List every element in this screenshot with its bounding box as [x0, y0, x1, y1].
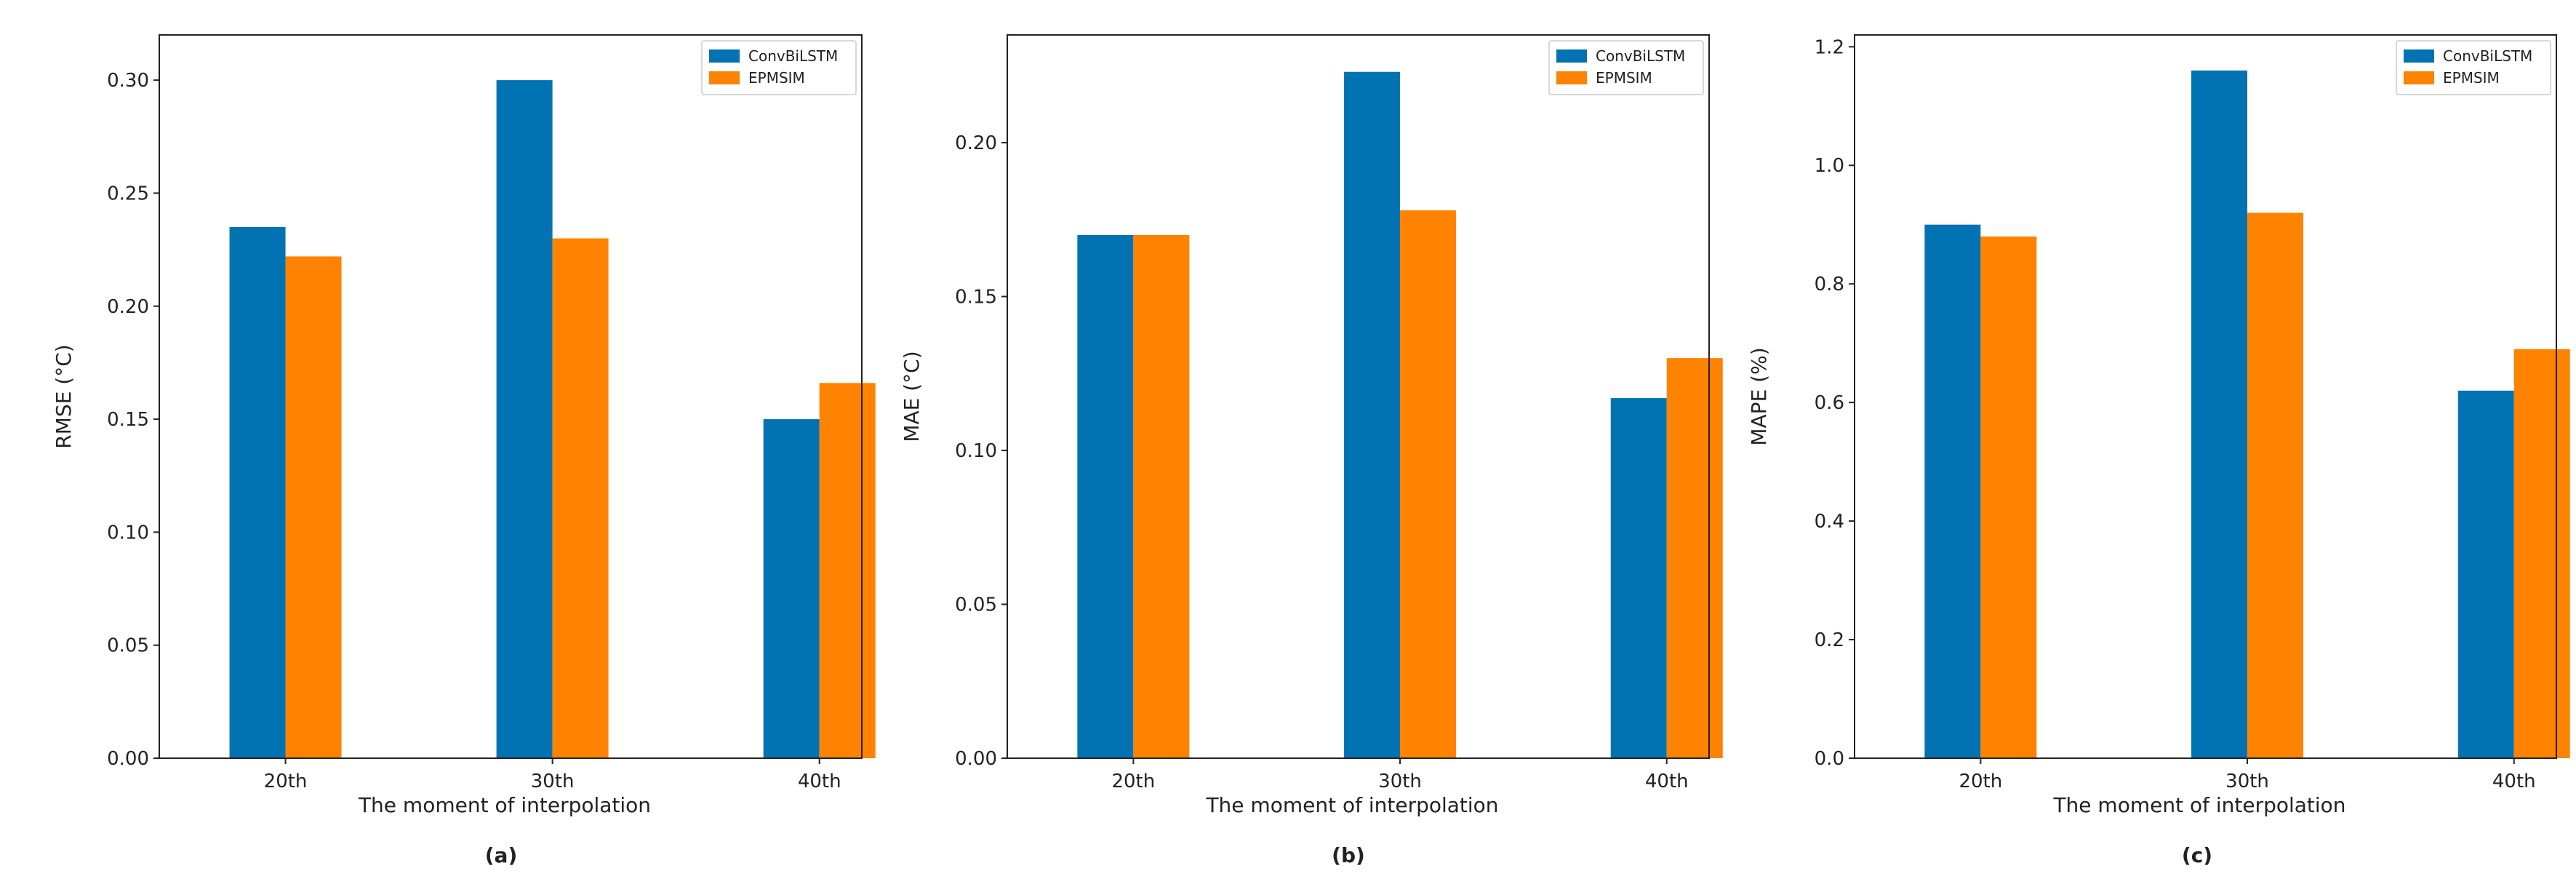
y-tick-label: 0.30	[107, 70, 149, 92]
bar-convbilstm-30th	[1344, 71, 1401, 758]
y-tick-label: 0.6	[1815, 392, 1844, 414]
bar-convbilstm-40th	[763, 419, 820, 758]
x-tick-label: 40th	[1645, 771, 1689, 792]
x-tick-label: 20th	[1959, 771, 2002, 792]
bar-epmsim-40th	[819, 383, 876, 758]
y-axis-label: RMSE (°C)	[52, 344, 76, 448]
bar-epmsim-40th	[2513, 349, 2570, 758]
y-tick-label: 0.20	[955, 132, 997, 154]
y-tick-label: 0.8	[1815, 274, 1844, 295]
bar-convbilstm-20th	[229, 227, 286, 758]
legend-swatch-epmsim	[709, 71, 740, 84]
x-tick-label: 40th	[798, 771, 841, 792]
legend-label: EPMSIM	[1596, 69, 1652, 87]
chart-panel-2: 20th 30th 40th 0.00 0.05 0.10 0.15 0.20 The mome…	[900, 34, 1723, 867]
bar-convbilstm-30th	[2191, 70, 2248, 758]
x-tick-label: 30th	[1378, 771, 1422, 792]
legend: ConvBiLSTM EPMSIM	[1548, 40, 1704, 95]
y-tick-label: 1.0	[1815, 155, 1844, 177]
bar-convbilstm-40th	[2457, 390, 2514, 758]
bar-epmsim-20th	[1980, 236, 2037, 759]
legend-swatch-epmsim	[1556, 71, 1587, 84]
y-tick-label: 0.10	[955, 440, 997, 462]
legend-box	[701, 40, 857, 95]
panel-label: (b)	[1332, 843, 1365, 867]
bar-convbilstm-20th	[1077, 234, 1134, 758]
legend-swatch-convbilstm	[709, 49, 740, 63]
bar-epmsim-40th	[1666, 358, 1723, 758]
legend-swatch-convbilstm	[1556, 49, 1587, 63]
plot-frame	[159, 34, 863, 759]
legend-box	[1548, 40, 1704, 95]
legend-label: EPMSIM	[748, 69, 805, 87]
y-tick-label: 0.00	[107, 748, 149, 770]
legend-box	[2396, 40, 2551, 95]
legend-swatch-epmsim	[2404, 71, 2434, 84]
x-axis-label: The moment of interpolation	[2052, 793, 2345, 817]
y-axis-label: MAE (°C)	[900, 351, 924, 442]
y-axis-label: MAPE (%)	[1747, 347, 1771, 445]
y-tick-label: 1.2	[1815, 36, 1844, 58]
y-tick-label: 0.4	[1815, 511, 1844, 533]
bar-convbilstm-40th	[1610, 398, 1667, 758]
x-axis-label: The moment of interpolation	[358, 793, 651, 817]
legend: ConvBiLSTM EPMSIM	[701, 40, 857, 95]
x-tick-label: 20th	[264, 771, 308, 792]
legend-label: ConvBiLSTM	[1596, 47, 1685, 65]
y-tick-label: 0.00	[955, 748, 997, 770]
y-tick-label: 0.2	[1815, 629, 1844, 651]
y-tick-label: 0.0	[1815, 748, 1844, 770]
legend-label: EPMSIM	[2443, 69, 2500, 87]
x-tick-label: 30th	[531, 771, 575, 792]
y-tick-label: 0.25	[107, 183, 149, 204]
legend-swatch-convbilstm	[2404, 49, 2434, 63]
y-tick-label: 0.05	[955, 594, 997, 616]
bar-epmsim-30th	[2247, 212, 2304, 758]
y-tick-label: 0.20	[107, 296, 149, 318]
plot-frame	[1854, 34, 2557, 759]
y-tick-label: 0.10	[107, 522, 149, 544]
x-tick-label: 30th	[2225, 771, 2269, 792]
plot-frame	[1007, 34, 1710, 759]
legend-label: ConvBiLSTM	[748, 47, 838, 65]
legend-label: ConvBiLSTM	[2443, 47, 2532, 65]
chart-panel-3: 20th 30th 40th 0.0 0.2 0.4 0.6 0.8 1.0 1.2 The mom…	[1747, 34, 2570, 867]
x-tick-label: 20th	[1111, 771, 1155, 792]
panel-label: (c)	[2182, 843, 2212, 867]
x-tick-label: 40th	[2492, 771, 2536, 792]
chart-panel-1: 20th 30th 40th 0.00 0.05 0.10 0.15 0.20 0.25 0.30…	[52, 34, 876, 867]
y-tick-label: 0.15	[107, 409, 149, 431]
legend: ConvBiLSTM EPMSIM	[2396, 40, 2551, 95]
y-tick-label: 0.15	[955, 287, 997, 309]
x-axis-label: The moment of interpolation	[1205, 793, 1498, 817]
bar-convbilstm-20th	[1924, 224, 1981, 758]
panel-label: (a)	[485, 843, 518, 867]
bar-epmsim-20th	[1133, 234, 1190, 758]
bar-epmsim-30th	[1400, 210, 1457, 758]
bar-convbilstm-30th	[496, 80, 553, 758]
bar-epmsim-20th	[285, 256, 342, 759]
y-tick-label: 0.05	[107, 635, 149, 657]
bar-epmsim-30th	[552, 238, 609, 758]
